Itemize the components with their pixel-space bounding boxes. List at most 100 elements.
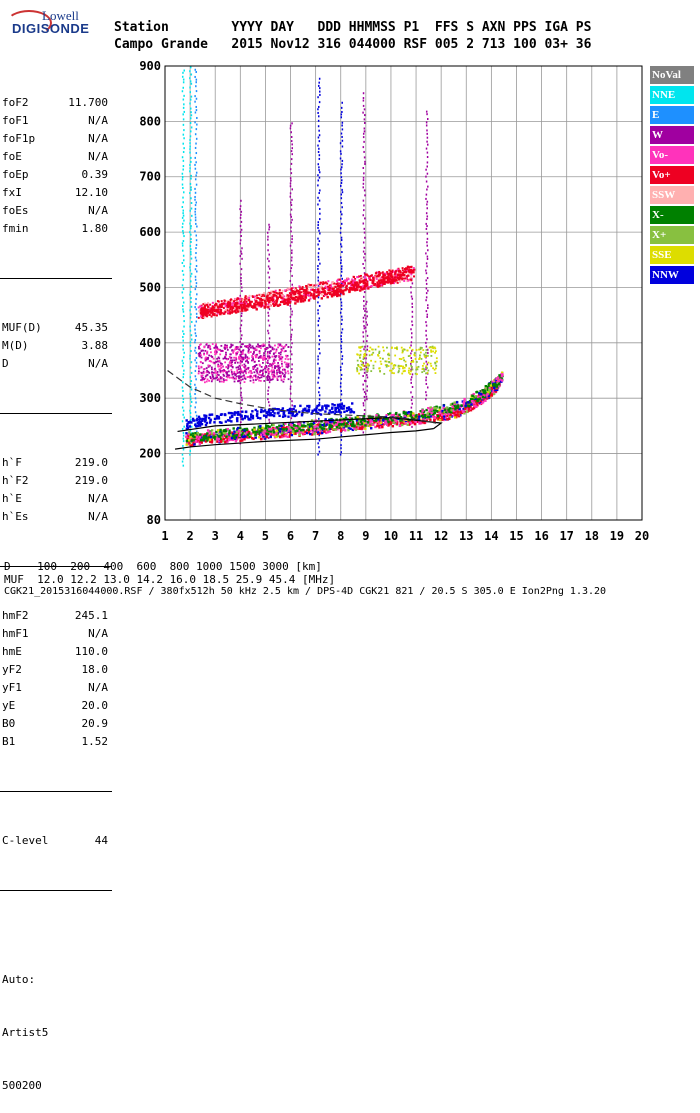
echo-point: [208, 355, 210, 357]
echo-point: [332, 428, 334, 430]
echo-point: [482, 396, 484, 398]
echo-point: [191, 202, 193, 204]
echo-point: [444, 413, 446, 415]
echo-point: [195, 378, 197, 380]
param-name: yF2: [2, 663, 22, 676]
echo-point: [459, 411, 461, 413]
echo-point: [285, 350, 287, 352]
echo-point: [183, 95, 185, 97]
echo-point: [364, 122, 366, 124]
echo-point: [220, 376, 222, 378]
echo-point: [190, 108, 192, 110]
echo-point: [426, 316, 428, 318]
echo-point: [236, 353, 238, 355]
echo-point: [364, 409, 366, 411]
echo-point: [209, 310, 211, 312]
echo-point: [210, 361, 212, 363]
echo-point: [259, 303, 261, 305]
echo-point: [218, 349, 220, 351]
echo-point: [426, 228, 428, 230]
echo-point: [253, 382, 255, 384]
echo-point: [240, 225, 242, 227]
echo-point: [248, 372, 250, 374]
echo-point: [183, 417, 185, 419]
echo-point: [427, 152, 429, 154]
echo-point: [340, 366, 342, 368]
echo-point: [222, 371, 224, 373]
echo-point: [361, 288, 363, 290]
echo-point: [262, 432, 264, 434]
echo-point: [398, 368, 400, 370]
echo-point: [182, 176, 184, 178]
echo-point: [307, 291, 309, 293]
echo-point: [272, 347, 274, 349]
echo-point: [183, 103, 185, 105]
echo-point: [253, 379, 255, 381]
echo-point: [364, 314, 366, 316]
echo-point: [426, 218, 428, 220]
echo-point: [211, 316, 213, 318]
echo-point: [235, 348, 237, 350]
echo-point: [183, 118, 185, 120]
echo-point: [430, 365, 432, 367]
echo-point: [182, 173, 184, 175]
echo-point: [220, 345, 222, 347]
echo-point: [241, 334, 243, 336]
echo-point: [240, 214, 242, 216]
echo-point: [475, 402, 477, 404]
echo-point: [427, 118, 429, 120]
echo-point: [341, 193, 343, 195]
echo-point: [269, 381, 271, 383]
echo-point: [428, 362, 430, 364]
echo-point: [340, 447, 342, 449]
echo-point: [290, 316, 292, 318]
echo-point: [340, 298, 342, 300]
echo-point: [388, 361, 390, 363]
echo-point: [185, 432, 187, 434]
echo-point: [267, 353, 269, 355]
echo-point: [412, 421, 414, 423]
echo-point: [340, 430, 342, 432]
echo-point: [195, 168, 197, 170]
echo-point: [267, 433, 269, 435]
auto-label: Auto:: [0, 973, 112, 988]
echo-point: [310, 293, 312, 295]
echo-point: [388, 273, 390, 275]
echo-point: [261, 366, 263, 368]
echo-point: [248, 358, 250, 360]
echo-point: [340, 232, 342, 234]
echo-point: [484, 387, 486, 389]
echo-point: [195, 347, 197, 349]
echo-point: [194, 359, 196, 361]
echo-point: [283, 378, 285, 380]
echo-point: [194, 101, 196, 103]
echo-point: [410, 363, 412, 365]
echo-point: [319, 240, 321, 242]
echo-point: [276, 426, 278, 428]
echo-point: [220, 378, 222, 380]
echo-point: [332, 288, 334, 290]
echo-point: [196, 79, 198, 81]
echo-point: [341, 237, 343, 239]
echo-point: [372, 277, 374, 279]
echo-point: [427, 307, 429, 309]
echo-point: [388, 365, 390, 367]
echo-point: [359, 289, 361, 291]
echo-point: [214, 362, 216, 364]
echo-point: [207, 379, 209, 381]
echo-point: [189, 139, 191, 141]
echo-point: [287, 364, 289, 366]
echo-point: [363, 92, 365, 94]
param-name: yF1: [2, 681, 22, 694]
echo-point: [293, 424, 295, 426]
echo-point: [379, 274, 381, 276]
echo-point: [319, 91, 321, 93]
echo-point: [275, 352, 277, 354]
echo-point: [183, 438, 185, 440]
echo-point: [295, 427, 297, 429]
echo-point: [454, 408, 456, 410]
